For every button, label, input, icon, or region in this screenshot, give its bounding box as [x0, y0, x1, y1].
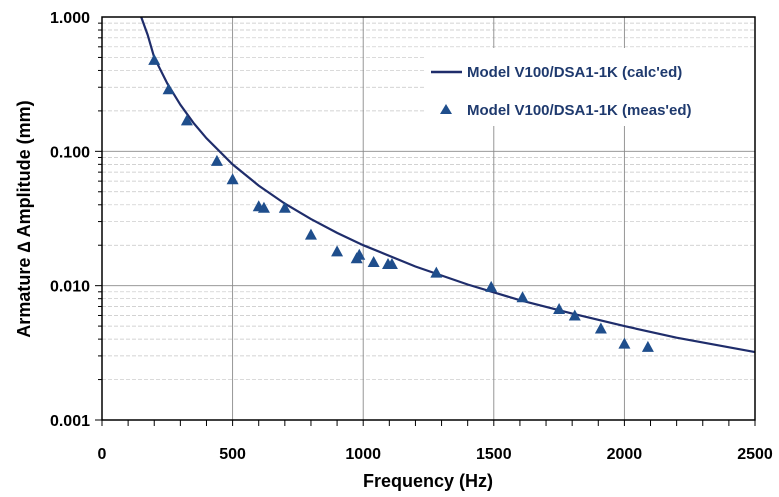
legend-box	[424, 48, 754, 126]
y-tick-label: 0.100	[50, 144, 90, 161]
measured-point	[331, 245, 344, 257]
x-tick-label: 1000	[345, 446, 381, 463]
legend-label-meas: Model V100/DSA1-1K (meas'ed)	[467, 102, 691, 119]
legend: Model V100/DSA1-1K (calc'ed) Model V100/…	[424, 48, 754, 126]
measured-point	[553, 303, 566, 315]
measured-point	[430, 266, 443, 278]
x-tick-label: 500	[219, 446, 246, 463]
measured-point	[353, 248, 366, 260]
measured-point	[516, 291, 529, 303]
measured-point	[568, 309, 581, 321]
measured-point	[162, 83, 175, 95]
y-axis-title: Armature ∆ Amplitude (mm)	[14, 100, 34, 337]
y-axis: 0.001 0.010 0.100 1.000	[50, 10, 102, 430]
minor-gridlines	[102, 22, 755, 380]
measured-point	[278, 201, 291, 213]
measured-point	[148, 53, 161, 65]
measured-point	[485, 280, 498, 292]
measured-point	[618, 337, 631, 349]
x-axis-title: Frequency (Hz)	[363, 471, 493, 491]
measured-point	[257, 201, 270, 213]
y-tick-label: 1.000	[50, 10, 90, 27]
series-layer	[140, 16, 756, 354]
measured-point	[210, 154, 223, 166]
measured-point	[304, 228, 317, 240]
measured-point	[641, 340, 654, 352]
plot-frame	[101, 16, 756, 421]
x-tick-label: 0	[98, 446, 107, 463]
measured-point	[180, 114, 193, 126]
x-tick-label: 2500	[737, 446, 773, 463]
measured-point	[226, 173, 239, 185]
y-tick-label: 0.001	[50, 413, 90, 430]
x-axis: 0 500 1000 1500 2000 2500	[98, 420, 773, 463]
measured-point	[367, 256, 380, 268]
measured-point	[385, 257, 398, 269]
legend-label-calc: Model V100/DSA1-1K (calc'ed)	[467, 64, 682, 81]
x-tick-label: 1500	[476, 446, 512, 463]
x-tick-label: 2000	[607, 446, 643, 463]
measured-point	[594, 322, 607, 334]
legend-triangle-swatch	[440, 104, 452, 114]
y-tick-label: 0.010	[50, 279, 90, 296]
